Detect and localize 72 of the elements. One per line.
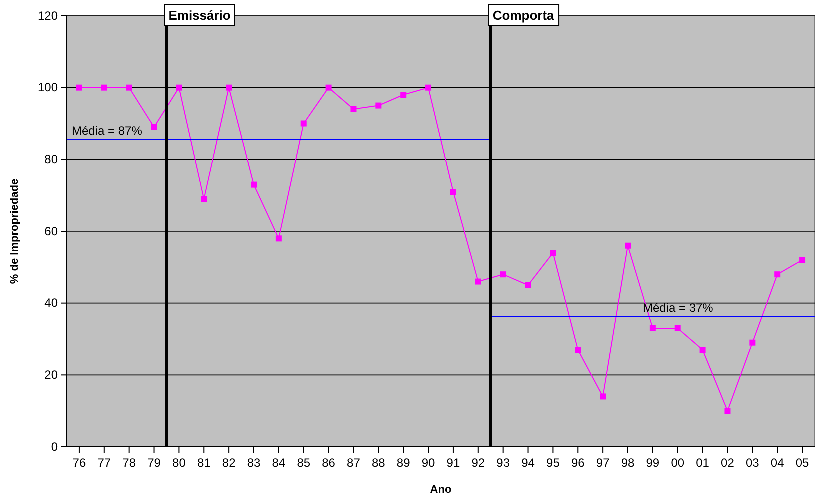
- x-tick-label: 03: [746, 456, 760, 470]
- point: [724, 408, 731, 414]
- point: [750, 340, 756, 346]
- x-tick-label: 82: [222, 456, 236, 470]
- x-tick-label: 02: [721, 456, 735, 470]
- y-axis-title: % de Impropriedade: [9, 178, 21, 284]
- x-tick-label: 97: [596, 456, 610, 470]
- point: [500, 272, 506, 278]
- y-tick-label: 0: [51, 440, 58, 454]
- point: [176, 84, 182, 91]
- x-tick-label: 93: [496, 456, 510, 470]
- y-tick-label: 120: [38, 8, 58, 23]
- point: [450, 188, 456, 195]
- ref-line-label: Emissário: [168, 8, 231, 23]
- x-tick-label: 89: [396, 456, 411, 470]
- x-tick-label: 98: [621, 456, 635, 470]
- x-tick-label: 87: [347, 456, 361, 470]
- x-tick-label: 00: [671, 456, 685, 470]
- x-tick-label: 79: [148, 456, 162, 470]
- x-tick-label: 83: [247, 456, 261, 470]
- point: [350, 106, 357, 112]
- point: [700, 347, 706, 354]
- x-tick-label: 81: [197, 456, 212, 470]
- x-tick-label: 85: [297, 456, 311, 470]
- x-tick-label: 91: [446, 456, 460, 470]
- point: [650, 325, 656, 332]
- ref-line-label: Comporta: [492, 8, 556, 23]
- point: [800, 257, 806, 264]
- point: [575, 347, 582, 354]
- y-tick-label: 80: [44, 152, 58, 167]
- point: [600, 394, 606, 400]
- y-tick-label: 60: [44, 224, 58, 238]
- x-tick-label: 80: [172, 456, 186, 470]
- x-tick-label: 01: [696, 456, 710, 470]
- x-tick-label: 92: [472, 456, 486, 470]
- x-tick-label: 04: [770, 456, 785, 470]
- point: [525, 282, 532, 288]
- x-axis-title: Ano: [430, 484, 452, 496]
- point: [201, 196, 208, 202]
- point: [426, 84, 432, 91]
- point: [475, 278, 482, 285]
- x-tick-label: 86: [322, 456, 336, 470]
- y-tick-label: 40: [44, 296, 58, 310]
- point: [76, 84, 82, 91]
- point: [101, 84, 108, 91]
- point: [226, 84, 232, 91]
- point: [550, 250, 556, 256]
- point: [151, 124, 158, 130]
- x-tick-label: 95: [546, 456, 560, 470]
- point: [674, 325, 681, 332]
- x-tick-label: 88: [372, 456, 386, 470]
- x-tick-label: 99: [646, 456, 660, 470]
- x-tick-label: 78: [122, 456, 136, 470]
- point: [126, 84, 132, 91]
- point: [376, 102, 382, 109]
- x-tick-label: 77: [98, 456, 112, 470]
- x-tick-label: 05: [796, 456, 810, 470]
- point: [625, 242, 631, 249]
- point: [300, 120, 307, 127]
- point: [400, 92, 407, 98]
- annotation: Média = 87%: [72, 124, 143, 138]
- x-tick-label: 94: [522, 456, 536, 470]
- x-tick-label: 90: [422, 456, 436, 470]
- point: [774, 272, 781, 278]
- point: [251, 182, 257, 188]
- point: [276, 236, 282, 242]
- point: [326, 84, 332, 91]
- x-tick-label: 76: [72, 456, 86, 470]
- y-tick-label: 100: [38, 80, 58, 95]
- y-tick-label: 20: [44, 368, 58, 382]
- x-tick-label: 84: [272, 456, 286, 470]
- x-tick-label: 96: [571, 456, 586, 470]
